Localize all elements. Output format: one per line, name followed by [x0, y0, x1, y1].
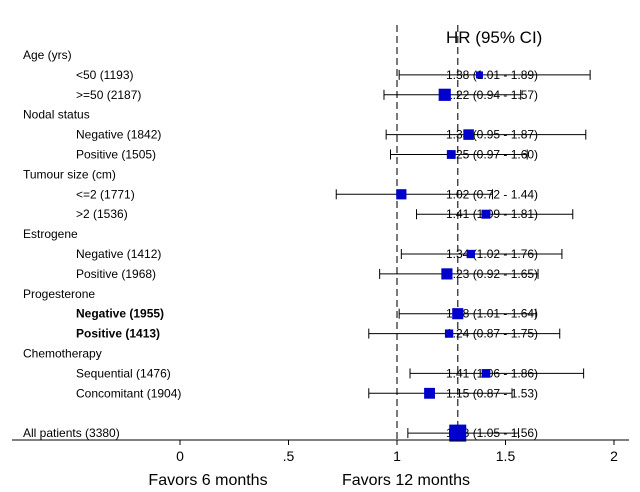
row-label: Concomitant (1904) [76, 386, 181, 400]
hr-point-marker [481, 209, 491, 219]
hr-point-marker [396, 189, 407, 200]
favors-12-months-label: Favors 12 months [342, 472, 470, 489]
rows-layer: Age (yrs)<50 (1193) 1.38 (1.01 - 1.89)>=5… [23, 48, 591, 442]
row-label: All patients (3380) [23, 426, 120, 440]
x-tick-label: 1.5 [496, 448, 516, 464]
row-label: Positive (1413) [76, 327, 160, 341]
row-label: >=50 (2187) [76, 88, 141, 102]
hr-point-marker [475, 71, 483, 79]
hr-point-marker [449, 424, 467, 442]
row-label: Positive (1505) [76, 148, 156, 162]
hr-point-marker [438, 88, 451, 101]
hr-point-marker [481, 369, 491, 378]
group-header-label: Progesterone [23, 287, 95, 301]
row-label: <50 (1193) [76, 68, 134, 82]
group-header-label: Age (yrs) [23, 48, 72, 62]
x-tick-label: 2 [610, 448, 618, 464]
hr-point-marker [446, 150, 456, 159]
hr-point-marker [424, 387, 435, 399]
hr-point-marker [441, 268, 453, 280]
x-tick-label: 0 [176, 448, 184, 464]
favors-6-months-label: Favors 6 months [148, 472, 267, 489]
row-label: Negative (1412) [76, 247, 161, 261]
row-label: >2 (1536) [76, 207, 128, 221]
x-axis: 0.511.522.5 [12, 439, 629, 464]
x-tick-label: .5 [283, 448, 295, 464]
group-header-label: Tumour size (cm) [23, 167, 116, 181]
group-header-label: Estrogene [23, 227, 78, 241]
group-header-label: Chemotherapy [23, 347, 102, 361]
x-tick-label: 1 [393, 448, 401, 464]
row-label: Negative (1842) [76, 128, 161, 142]
hr-point-marker [444, 329, 454, 338]
hr-point-marker [463, 129, 474, 140]
row-label: Positive (1968) [76, 267, 156, 281]
hr-point-marker [452, 308, 464, 320]
row-label: <=2 (1771) [76, 187, 135, 201]
hr-point-marker [466, 249, 475, 259]
row-label: Negative (1955) [76, 307, 164, 321]
row-label: Sequential (1476) [76, 366, 171, 380]
group-header-label: Nodal status [23, 108, 90, 122]
hr-ci-header: HR (95% CI) [446, 28, 542, 47]
